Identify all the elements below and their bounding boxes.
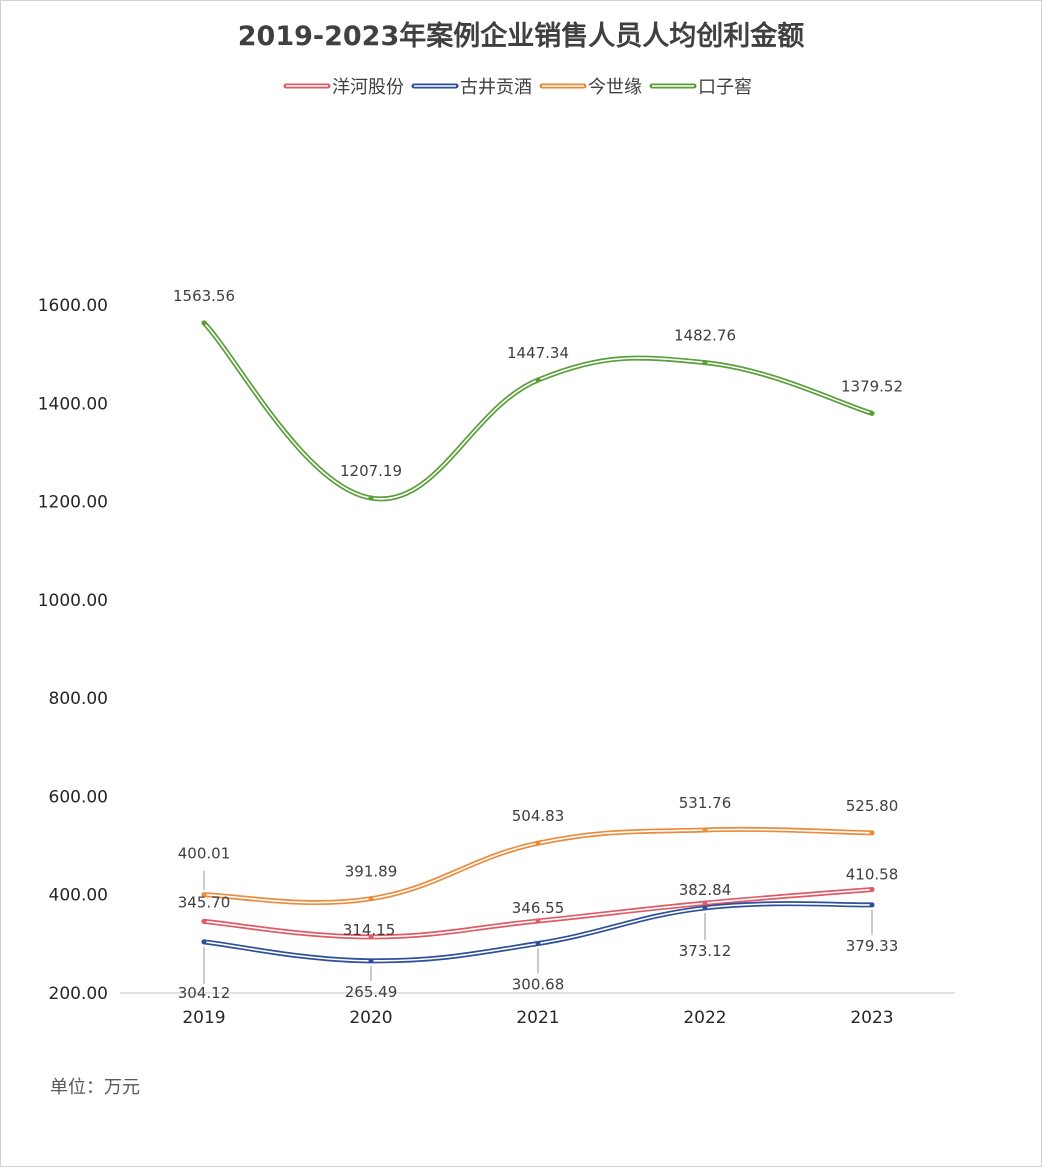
data-point <box>368 495 374 501</box>
data-point <box>702 360 708 366</box>
y-tick-label: 600.00 <box>49 787 108 807</box>
data-labels: 345.70 314.15 346.55 382.84 410.58 304.12 265.… <box>173 287 903 1002</box>
data-label: 345.70 <box>178 893 231 911</box>
y-tick-label: 1600.00 <box>38 296 108 316</box>
data-point <box>869 830 875 836</box>
data-point <box>702 827 708 833</box>
series-line <box>201 826 875 906</box>
data-label: 1482.76 <box>674 327 736 345</box>
data-label: 531.76 <box>679 794 732 812</box>
x-tick-label: 2019 <box>182 1008 225 1028</box>
y-tick-label: 800.00 <box>49 689 108 709</box>
y-axis: 200.00 400.00 600.00 800.00 1000.00 1200.00 14… <box>38 296 108 1004</box>
data-point <box>201 918 207 924</box>
data-point <box>201 320 207 326</box>
data-point <box>368 934 374 940</box>
legend-label: 今世缘 <box>588 77 642 98</box>
data-point <box>869 410 875 416</box>
data-label: 1563.56 <box>173 287 235 305</box>
legend-label: 古井贡酒 <box>460 77 532 98</box>
data-label: 346.55 <box>512 899 565 917</box>
legend-label: 口子窖 <box>698 77 752 98</box>
x-axis: 2019 2020 2021 2022 2023 <box>120 992 955 1028</box>
series-line-core <box>203 322 873 500</box>
chart-title: 2019-2023年案例企业销售人员人均创利金额 <box>237 21 805 52</box>
data-point <box>869 902 875 908</box>
data-point <box>535 941 541 947</box>
legend-label: 洋河股份 <box>332 77 404 98</box>
y-tick-label: 200.00 <box>49 984 108 1004</box>
data-label: 373.12 <box>679 942 732 960</box>
data-point <box>535 918 541 924</box>
series-group <box>201 320 875 964</box>
data-label: 382.84 <box>679 881 732 899</box>
data-point <box>201 939 207 945</box>
data-point <box>368 896 374 902</box>
y-tick-label: 1000.00 <box>38 591 108 611</box>
data-point <box>368 958 374 964</box>
x-tick-label: 2020 <box>349 1008 392 1028</box>
y-tick-label: 400.00 <box>49 886 108 906</box>
data-point <box>535 377 541 383</box>
data-label: 265.49 <box>345 983 398 1001</box>
y-tick-label: 1400.00 <box>38 394 108 414</box>
data-label: 1379.52 <box>841 377 903 395</box>
data-point <box>869 887 875 893</box>
data-label: 400.01 <box>178 845 231 863</box>
data-label: 304.12 <box>178 984 231 1002</box>
x-tick-label: 2022 <box>683 1008 726 1028</box>
data-label: 504.83 <box>512 807 565 825</box>
legend: 洋河股份 古井贡酒 今世缘 口子窖 <box>283 77 752 98</box>
data-label: 300.68 <box>512 976 565 994</box>
data-point <box>201 892 207 898</box>
x-tick-label: 2021 <box>516 1008 559 1028</box>
data-label: 391.89 <box>345 863 398 881</box>
data-label: 1447.34 <box>507 344 569 362</box>
data-label: 314.15 <box>343 921 396 939</box>
y-tick-label: 1200.00 <box>38 493 108 513</box>
series-line-core <box>203 828 873 904</box>
data-point <box>702 900 708 906</box>
x-tick-label: 2023 <box>850 1008 893 1028</box>
data-label: 379.33 <box>846 937 899 955</box>
data-label: 1207.19 <box>340 462 402 480</box>
unit-note: 单位：万元 <box>50 1077 140 1098</box>
data-point <box>702 905 708 911</box>
data-point <box>535 840 541 846</box>
data-label: 410.58 <box>846 866 899 884</box>
data-label: 525.80 <box>846 797 899 815</box>
